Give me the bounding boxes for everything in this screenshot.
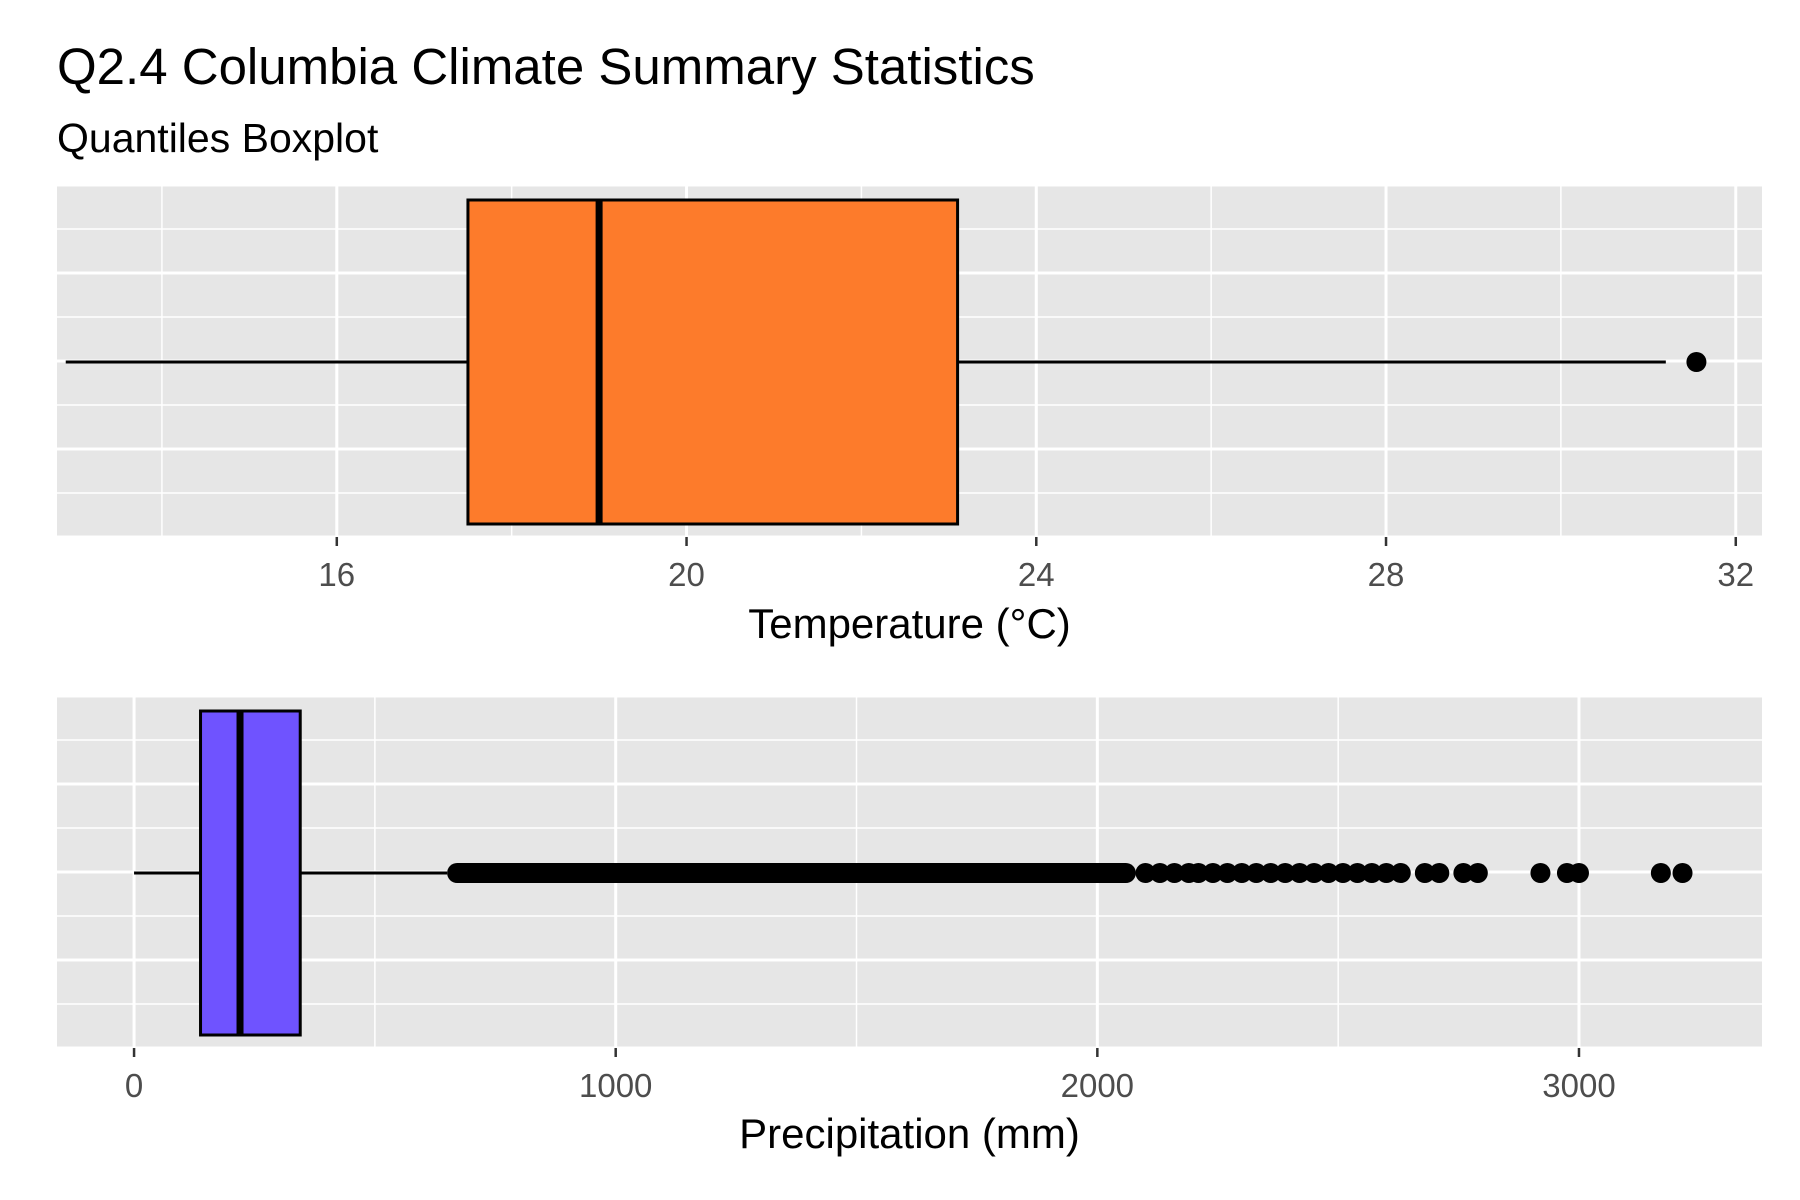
- precipitation-outlier-point: [1217, 863, 1238, 883]
- precipitation-outlier-point: [1260, 863, 1281, 883]
- temperature-axis-title: Temperature (°C): [748, 600, 1071, 647]
- precipitation-outlier-point: [1390, 863, 1411, 883]
- precipitation-outlier-point: [1188, 863, 1209, 883]
- precipitation-outlier-point: [1332, 863, 1353, 883]
- precipitation-tick-label: 2000: [1061, 1067, 1134, 1104]
- precipitation-outlier-point: [1568, 863, 1589, 883]
- precipitation-iqr-box: [199, 709, 302, 1037]
- precipitation-outlier-point: [1467, 863, 1488, 883]
- precipitation-tick-label: 1000: [579, 1067, 652, 1104]
- precipitation-tick-label: 0: [125, 1067, 143, 1104]
- temperature-tick-label: 20: [668, 556, 705, 593]
- precipitation-outlier-point: [1318, 863, 1339, 883]
- precipitation-outlier-point: [1246, 863, 1267, 883]
- precipitation-outlier-point: [1135, 863, 1156, 883]
- precipitation-axis-title: Precipitation (mm): [739, 1110, 1080, 1157]
- precipitation-boxplot-panel: 0 1000 2000 3000 Precipitation (mm): [57, 694, 1762, 1157]
- temperature-tick-label: 16: [318, 556, 355, 593]
- precipitation-outlier-point: [1429, 863, 1450, 883]
- precipitation-outlier-point: [1414, 863, 1435, 883]
- precipitation-outlier-point: [1361, 863, 1382, 883]
- temperature-tick-label: 24: [1018, 556, 1055, 593]
- precipitation-outlier-point: [1164, 863, 1185, 883]
- precipitation-outlier-point: [1202, 863, 1223, 883]
- precipitation-outlier-point: [1347, 863, 1368, 883]
- precipitation-outlier-point: [1304, 863, 1325, 883]
- precipitation-outlier-point: [1376, 863, 1397, 883]
- precipitation-outlier-point: [1149, 863, 1170, 883]
- precipitation-outlier-point: [1650, 863, 1671, 883]
- precipitation-outlier-point: [1530, 863, 1551, 883]
- temperature-boxplot-panel: 16 20 24 28 32 Temperature (°C): [57, 183, 1762, 647]
- precipitation-outlier-point: [1453, 863, 1474, 883]
- temperature-iqr-box: [466, 198, 960, 526]
- precipitation-outlier-point: [1672, 863, 1693, 883]
- chart-title: Q2.4 Columbia Climate Summary Statistics: [57, 38, 1035, 95]
- precipitation-tick-label: 3000: [1542, 1067, 1615, 1104]
- chart-subtitle: Quantiles Boxplot: [57, 115, 379, 161]
- precipitation-outlier-cluster: [447, 863, 1136, 883]
- precipitation-outlier-point: [1289, 863, 1310, 883]
- temperature-outlier-point: [1686, 352, 1707, 372]
- precipitation-outlier-point: [1231, 863, 1252, 883]
- temperature-tick-label: 32: [1717, 556, 1754, 593]
- precipitation-outlier-point: [1275, 863, 1296, 883]
- temperature-tick-label: 28: [1368, 556, 1405, 593]
